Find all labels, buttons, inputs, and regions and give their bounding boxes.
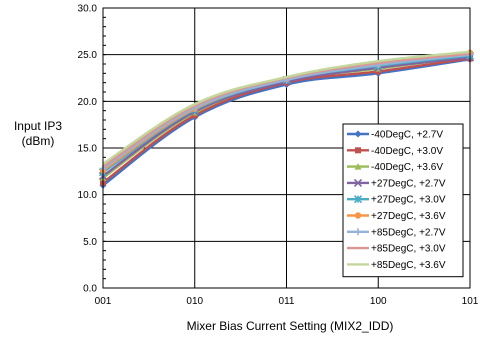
y-tick-label: 0.0 xyxy=(83,284,97,295)
y-tick-labels: 0.0 5.0 10.0 15.0 20.0 25.0 30.0 xyxy=(78,4,98,295)
legend-label: -40DegC, +3.6V xyxy=(371,162,443,173)
legend-item: -40DegC, +3.6V xyxy=(347,162,443,173)
legend-item: +85DegC, +3.0V xyxy=(347,244,446,255)
legend-item: +85DegC, +3.6V xyxy=(347,260,446,271)
legend-label: -40DegC, +2.7V xyxy=(371,130,443,141)
x-tick-label: 001 xyxy=(95,296,112,307)
legend-marker xyxy=(355,147,361,154)
legend-item: +27DegC, +3.6V xyxy=(347,211,446,222)
legend-label: +27DegC, +3.6V xyxy=(371,211,446,222)
y-tick-label: 15.0 xyxy=(78,144,98,155)
y-tick-label: 25.0 xyxy=(78,50,98,61)
legend-label: +85DegC, +2.7V xyxy=(371,227,446,238)
legend-label: -40DegC, +3.0V xyxy=(371,146,443,157)
series-line xyxy=(102,50,471,165)
x-tick-label: 011 xyxy=(279,296,295,307)
x-axis-title: Mixer Bias Current Setting (MIX2_IDD) xyxy=(187,319,394,333)
series-9 xyxy=(102,50,471,165)
x-tick-label: 100 xyxy=(370,296,387,307)
y-tick-label: 5.0 xyxy=(83,237,97,248)
x-tick-labels: 001 010 011 100 101 xyxy=(95,296,479,307)
legend: -40DegC, +2.7V -40DegC, +3.0V -40DegC, +3.… xyxy=(342,123,464,278)
y-tick-label: 30.0 xyxy=(78,4,98,15)
legend-label: +85DegC, +3.6V xyxy=(371,260,446,271)
y-tick-label: 10.0 xyxy=(78,190,98,201)
legend-marker xyxy=(353,195,363,204)
legend-item: +27DegC, +3.0V xyxy=(347,195,446,206)
y-tick-label: 20.0 xyxy=(78,97,98,108)
legend-label: +85DegC, +3.0V xyxy=(371,244,446,255)
legend-item: -40DegC, +2.7V xyxy=(347,130,443,141)
legend-marker xyxy=(354,228,362,236)
plot-frame xyxy=(102,7,471,289)
series-group xyxy=(98,49,475,189)
legend-label: +27DegC, +2.7V xyxy=(371,178,446,189)
legend-item: +85DegC, +2.7V xyxy=(347,227,446,238)
x-tick-label: 010 xyxy=(186,296,203,307)
legend-marker xyxy=(354,212,362,219)
legend-item: -40DegC, +3.0V xyxy=(347,146,443,157)
y-axis-title-line2: (dBm) xyxy=(22,134,55,148)
legend-marker xyxy=(353,178,363,187)
y-axis-title-line1: Input IP3 xyxy=(14,119,62,133)
x-tick-label: 101 xyxy=(462,296,479,307)
legend-marker xyxy=(354,163,362,170)
legend-marker xyxy=(354,130,362,138)
legend-label: +27DegC, +3.0V xyxy=(371,195,446,206)
legend-item: +27DegC, +2.7V xyxy=(347,178,446,189)
